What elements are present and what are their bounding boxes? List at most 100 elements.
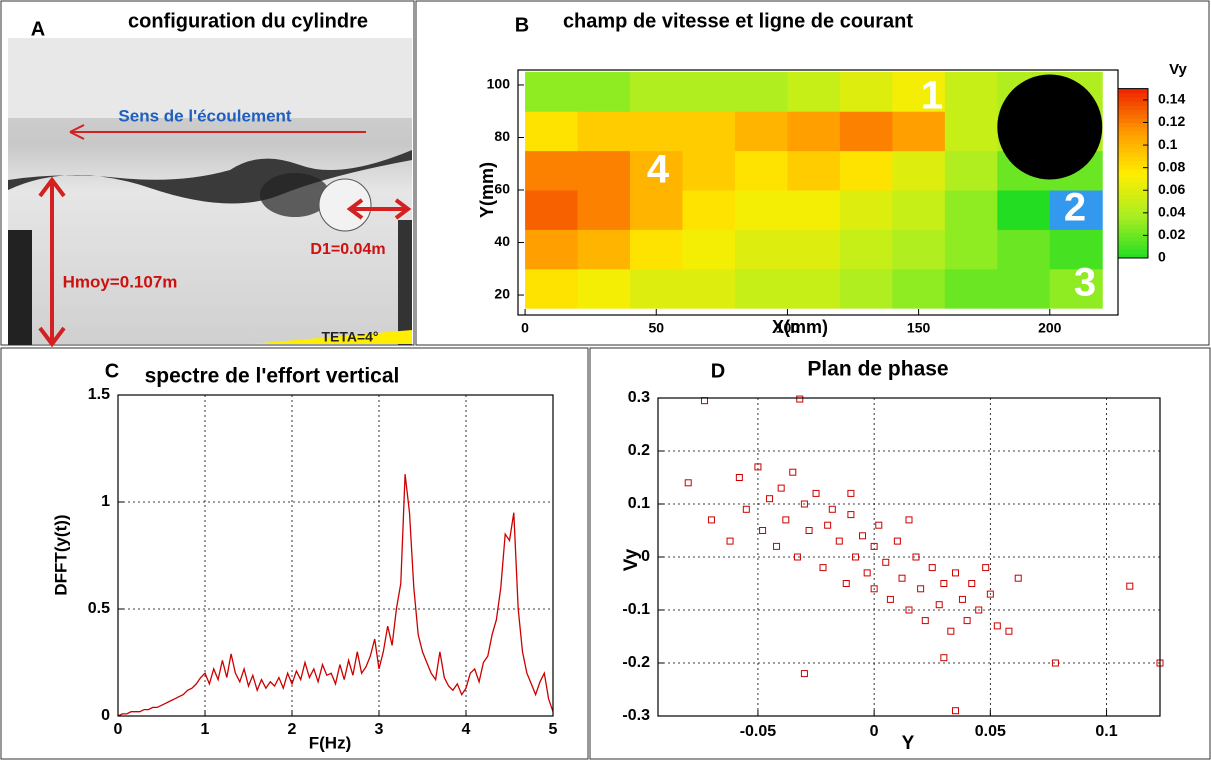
heat-cell (525, 268, 579, 309)
annotation: 2 (1064, 186, 1086, 230)
scatter-point (870, 542, 878, 550)
scatter-point (773, 542, 781, 550)
panel-label: D (711, 360, 725, 382)
heat-cell (892, 190, 946, 230)
colorbar-tick-label: 0.04 (1158, 204, 1185, 220)
x-tick-label: 0.1 (1095, 723, 1117, 740)
plot-frame (657, 397, 1161, 717)
scatter-point (1126, 582, 1134, 590)
y-tick-label: -0.1 (622, 601, 650, 618)
x-tick-label: 1 (201, 721, 210, 738)
heat-cell (525, 190, 579, 230)
colorbar-step (1118, 130, 1148, 136)
y-tick-label: 20 (494, 286, 510, 302)
cylinder (997, 74, 1103, 180)
colorbar-step (1118, 126, 1148, 132)
colorbar-step (1118, 122, 1148, 128)
heat-cell (787, 111, 841, 152)
x-tick-label: 0 (870, 723, 879, 740)
scatter-point (968, 580, 976, 587)
scatter-point (742, 505, 750, 513)
y-tick-label: 80 (494, 128, 510, 144)
scatter-point (766, 495, 774, 503)
scatter-point (847, 511, 855, 519)
scatter-point (993, 622, 1001, 630)
x-axis-label: Y (902, 733, 915, 754)
colorbar-step (1118, 147, 1148, 153)
scatter-point (735, 474, 743, 481)
scatter-point (935, 601, 943, 609)
scatter-point (917, 585, 925, 593)
spectrum-line (117, 474, 554, 717)
x-tick-label: 3 (375, 721, 384, 738)
support (398, 220, 412, 345)
heat-cell (734, 71, 788, 112)
heat-cell (734, 190, 788, 230)
y-tick-label: 0.1 (628, 495, 650, 512)
scatter-point (789, 468, 797, 476)
heat-cell (577, 268, 631, 309)
x-tick-label: 4 (462, 721, 471, 738)
colorbar-frame (1117, 88, 1149, 259)
plot-frame (117, 394, 554, 717)
colorbar-step (1118, 164, 1148, 170)
heat-cell (787, 150, 841, 191)
scatter-point (905, 516, 913, 524)
scatter-point (986, 590, 994, 598)
colorbar-tick-label: 0.08 (1158, 158, 1185, 174)
scatter-point (707, 516, 715, 524)
heat-cell (682, 229, 736, 270)
height-arrow-head (38, 176, 66, 348)
heat-cell (630, 190, 683, 230)
colorbar-step (1118, 88, 1148, 94)
cylinder-photo (318, 178, 372, 232)
x-tick-label: 50 (648, 320, 664, 336)
heat-cell (682, 190, 736, 230)
panel-frame (589, 347, 1211, 760)
scatter-point (828, 505, 836, 513)
colorbar-tick-label: 0 (1158, 249, 1166, 265)
annotation: Hmoy=0.107m (63, 272, 178, 291)
y-tick-label: 0.2 (628, 442, 650, 459)
heat-cell (734, 111, 788, 152)
photo (8, 38, 412, 348)
heat-cell (577, 190, 631, 230)
scatter-point (947, 627, 955, 635)
colorbar-step (1118, 173, 1148, 179)
heat-cell (892, 111, 946, 152)
panel-frame (0, 347, 589, 760)
scatter-point (805, 527, 813, 534)
colorbar-label: Vy (1169, 61, 1187, 78)
teta-band (250, 330, 412, 344)
heatmap (525, 71, 1103, 309)
scatter-point (842, 580, 850, 587)
colorbar-step (1118, 181, 1148, 187)
y-axis-label: Vy (621, 548, 642, 571)
x-axis-label: F(Hz) (309, 733, 351, 752)
y-tick-label: 40 (494, 233, 510, 249)
heat-cell (577, 71, 631, 112)
heat-cell (997, 229, 1051, 270)
scatter-point (893, 537, 901, 545)
x-tick-label: 150 (907, 320, 931, 336)
colorbar-step (1118, 97, 1148, 102)
heat-cell (787, 229, 841, 270)
heat-cell (944, 71, 998, 112)
x-tick-label: 0 (114, 721, 123, 738)
heat-cell (682, 71, 736, 112)
x-tick-label: 2 (288, 721, 297, 738)
wake (260, 173, 330, 217)
scatter-point (796, 395, 804, 403)
y-tick-label: -0.3 (622, 707, 650, 724)
colorbar-step (1118, 219, 1148, 225)
annotation: Sens de l'écoulement (118, 106, 291, 125)
panel-label: C (105, 360, 119, 382)
panel-title: champ de vitesse et ligne de courant (563, 10, 913, 32)
heat-cell (525, 71, 579, 112)
colorbar-step (1118, 245, 1148, 251)
scatter-point (1005, 627, 1013, 635)
heat-cell (525, 150, 579, 191)
colorbar-step (1118, 186, 1148, 191)
